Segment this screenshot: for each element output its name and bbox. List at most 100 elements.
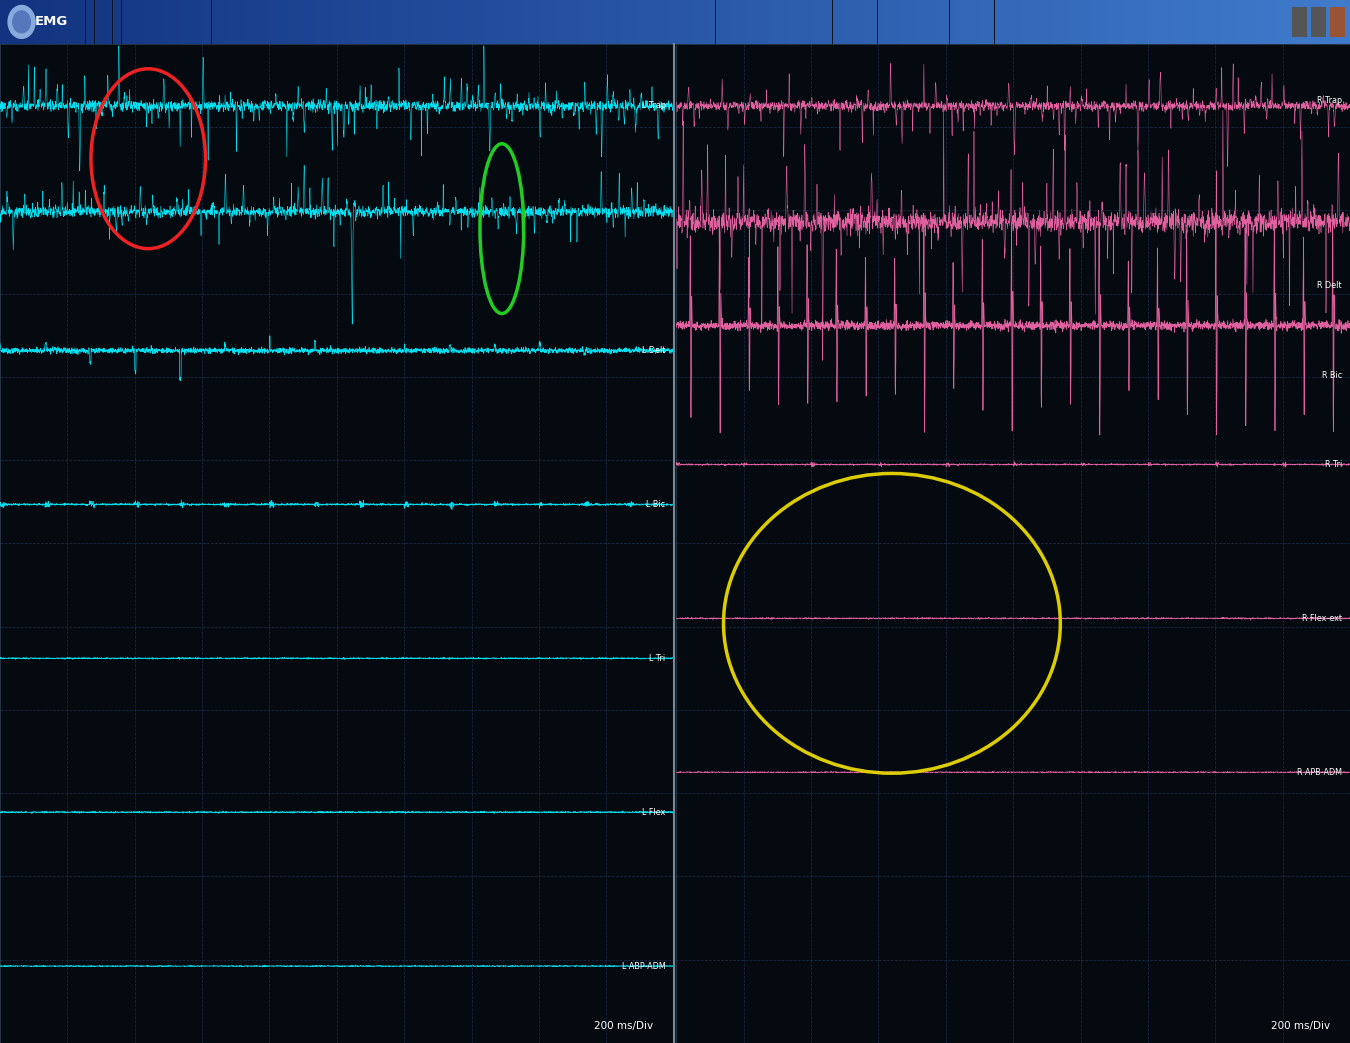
Text: R Tri: R Tri — [1324, 460, 1342, 469]
Bar — [486, 0, 490, 44]
Text: L Bic: L Bic — [647, 500, 666, 509]
Bar — [104, 0, 108, 44]
Bar — [567, 0, 571, 44]
Text: R APB-ADM: R APB-ADM — [1297, 768, 1342, 777]
Ellipse shape — [8, 5, 35, 39]
Bar — [234, 0, 239, 44]
Bar — [981, 0, 985, 44]
Bar — [14, 0, 18, 44]
Bar — [135, 0, 139, 44]
Bar — [347, 0, 351, 44]
Text: L Trap: L Trap — [641, 101, 666, 111]
Bar — [995, 0, 999, 44]
Bar — [1292, 0, 1296, 44]
Bar — [698, 0, 702, 44]
Bar — [1026, 0, 1030, 44]
Bar — [68, 0, 72, 44]
Bar — [148, 0, 153, 44]
Bar — [1022, 0, 1026, 44]
Bar — [131, 0, 135, 44]
Bar — [256, 0, 261, 44]
Bar — [1242, 0, 1246, 44]
Bar — [684, 0, 688, 44]
Bar — [1030, 0, 1035, 44]
Bar — [1179, 0, 1184, 44]
Text: L ABP-ADM: L ABP-ADM — [622, 962, 666, 971]
Bar — [374, 0, 378, 44]
Bar — [1057, 0, 1062, 44]
Text: 200 ms/Div: 200 ms/Div — [1270, 1021, 1330, 1032]
Bar — [954, 0, 958, 44]
Bar — [18, 0, 23, 44]
Bar — [1094, 0, 1098, 44]
Bar — [1251, 0, 1256, 44]
Bar — [1076, 0, 1080, 44]
Bar — [806, 0, 810, 44]
Bar — [279, 0, 284, 44]
Bar — [63, 0, 68, 44]
Bar — [580, 0, 585, 44]
Bar — [976, 0, 981, 44]
Bar — [814, 0, 819, 44]
Bar — [85, 0, 90, 44]
Bar — [671, 0, 675, 44]
Bar — [513, 0, 517, 44]
Bar — [284, 0, 288, 44]
Bar — [401, 0, 405, 44]
Bar — [247, 0, 252, 44]
Bar — [1300, 0, 1305, 44]
Bar — [185, 0, 189, 44]
Bar — [1071, 0, 1076, 44]
Bar — [54, 0, 58, 44]
Bar — [198, 0, 202, 44]
Bar — [895, 0, 900, 44]
Bar — [23, 0, 27, 44]
Bar — [324, 0, 328, 44]
Bar — [243, 0, 247, 44]
Bar — [760, 0, 765, 44]
Bar — [662, 0, 666, 44]
Bar — [743, 0, 747, 44]
Bar — [320, 0, 324, 44]
Bar — [864, 0, 868, 44]
Bar — [81, 0, 85, 44]
Bar — [166, 0, 171, 44]
Bar — [1228, 0, 1233, 44]
Bar — [158, 0, 162, 44]
Text: L Tri: L Tri — [649, 654, 666, 662]
Bar — [193, 0, 198, 44]
Bar — [1089, 0, 1094, 44]
Bar — [1311, 6, 1326, 38]
Bar — [126, 0, 131, 44]
Bar — [1197, 0, 1202, 44]
Bar — [90, 0, 94, 44]
Bar — [972, 0, 976, 44]
Bar — [1273, 0, 1278, 44]
Bar — [522, 0, 526, 44]
Bar — [963, 0, 968, 44]
Bar — [500, 0, 504, 44]
Bar — [171, 0, 176, 44]
Bar — [1125, 0, 1130, 44]
Bar — [1134, 0, 1138, 44]
Bar — [1332, 0, 1336, 44]
Bar — [288, 0, 293, 44]
Bar — [968, 0, 972, 44]
Bar — [315, 0, 320, 44]
Bar — [1310, 0, 1314, 44]
Bar — [855, 0, 860, 44]
Bar — [833, 0, 837, 44]
Bar — [594, 0, 598, 44]
Bar — [873, 0, 878, 44]
Bar — [1246, 0, 1251, 44]
Bar — [180, 0, 185, 44]
Bar — [1044, 0, 1049, 44]
Bar — [1341, 0, 1346, 44]
Bar — [139, 0, 144, 44]
Bar — [225, 0, 230, 44]
Text: L Delt: L Delt — [643, 346, 666, 355]
Bar — [779, 0, 783, 44]
Text: EMG: EMG — [35, 16, 69, 28]
Bar — [1296, 0, 1300, 44]
Bar — [837, 0, 841, 44]
